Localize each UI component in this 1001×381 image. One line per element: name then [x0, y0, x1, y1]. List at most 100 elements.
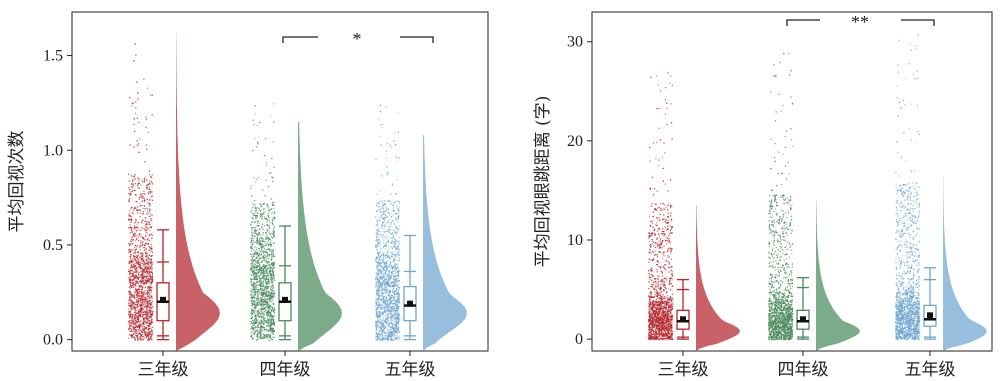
rain-point: [266, 336, 268, 338]
rain-point: [270, 288, 272, 290]
rain-point: [133, 302, 135, 304]
rain-point: [140, 308, 142, 310]
rain-point: [151, 300, 154, 303]
rain-point: [133, 331, 135, 333]
rain-point: [259, 203, 261, 205]
rain-point: [139, 286, 141, 288]
rain-point: [137, 338, 139, 340]
rain-point: [377, 239, 379, 241]
rain-point: [149, 301, 151, 304]
rain-point: [669, 82, 671, 84]
rain-point: [671, 274, 673, 276]
rain-point: [261, 300, 263, 302]
rain-point: [250, 187, 252, 189]
rain-point: [267, 319, 270, 321]
rain-point: [146, 301, 149, 303]
rain-point: [390, 258, 392, 260]
rain-point: [137, 264, 140, 266]
rain-point: [262, 238, 264, 240]
rain-point: [150, 337, 152, 340]
rain-point: [253, 302, 255, 304]
rain-point: [265, 260, 267, 263]
rain-point: [383, 265, 385, 268]
rain-point: [383, 309, 385, 311]
rain-point: [255, 289, 257, 291]
rain-point: [134, 206, 136, 209]
rain-point: [656, 312, 658, 314]
rain-point: [136, 223, 138, 225]
rain-point: [392, 284, 394, 286]
rain-point: [145, 307, 147, 310]
rain-point: [260, 337, 262, 339]
rain-point: [147, 243, 149, 245]
rain-point: [377, 317, 379, 319]
rain-point: [252, 329, 255, 331]
rain-point: [254, 288, 256, 290]
rain-point: [129, 322, 132, 324]
rain-point: [387, 328, 389, 330]
rain-point: [386, 216, 388, 218]
rain-point: [268, 335, 270, 337]
rain-point: [136, 335, 138, 337]
rain-point: [259, 228, 261, 230]
rain-point: [258, 303, 260, 305]
rain-point: [128, 242, 130, 245]
rain-point: [137, 183, 139, 185]
rain-point: [146, 275, 149, 277]
rain-point: [146, 333, 148, 335]
rain-point: [131, 102, 133, 104]
rain-point: [387, 303, 390, 306]
rain-point: [395, 289, 397, 291]
rain-point: [261, 213, 263, 215]
rain-point: [143, 248, 146, 251]
rain-point: [141, 286, 143, 289]
rain-point: [147, 262, 149, 264]
rain-point: [147, 325, 149, 327]
rain-point: [387, 220, 389, 223]
rain-point: [138, 293, 140, 295]
rain-point: [649, 299, 651, 301]
rain-point: [142, 272, 144, 274]
rain-point: [264, 308, 266, 310]
rain-point: [128, 180, 130, 182]
rain-point: [382, 324, 384, 326]
rain-point: [143, 192, 146, 195]
rain-point: [251, 248, 253, 250]
rain-point: [377, 316, 379, 319]
rain-point: [397, 308, 399, 310]
rain-point: [384, 310, 386, 312]
rain-point: [385, 237, 387, 240]
rain-point: [256, 333, 259, 335]
rain-point: [253, 309, 255, 312]
rain-point: [143, 298, 145, 300]
rain-point: [265, 161, 268, 164]
rain-point: [143, 338, 145, 340]
rain-point: [385, 287, 387, 289]
rain-point: [391, 331, 393, 333]
rain-point: [256, 256, 258, 258]
rain-point: [128, 215, 130, 217]
rain-point: [272, 274, 274, 276]
rain-point: [149, 208, 151, 210]
rain-point: [137, 301, 140, 304]
rain-point: [256, 220, 258, 222]
rain-point: [264, 256, 266, 259]
rain-point: [377, 272, 379, 275]
rain-point: [260, 297, 262, 299]
rain-point: [130, 309, 132, 311]
rain-point: [135, 265, 137, 268]
rain-point: [270, 172, 272, 174]
rain-point: [392, 220, 394, 222]
rain-point: [258, 264, 260, 266]
rain-point: [385, 289, 388, 291]
rain-point: [385, 242, 387, 245]
rain-point: [271, 339, 273, 341]
rain-point: [666, 225, 669, 228]
rain-point: [266, 288, 269, 290]
rain-point: [147, 208, 149, 210]
rain-point: [384, 287, 386, 289]
rain-point: [143, 327, 145, 330]
rain-point: [141, 304, 143, 306]
rain-point: [398, 293, 400, 295]
rain-point: [375, 203, 378, 205]
